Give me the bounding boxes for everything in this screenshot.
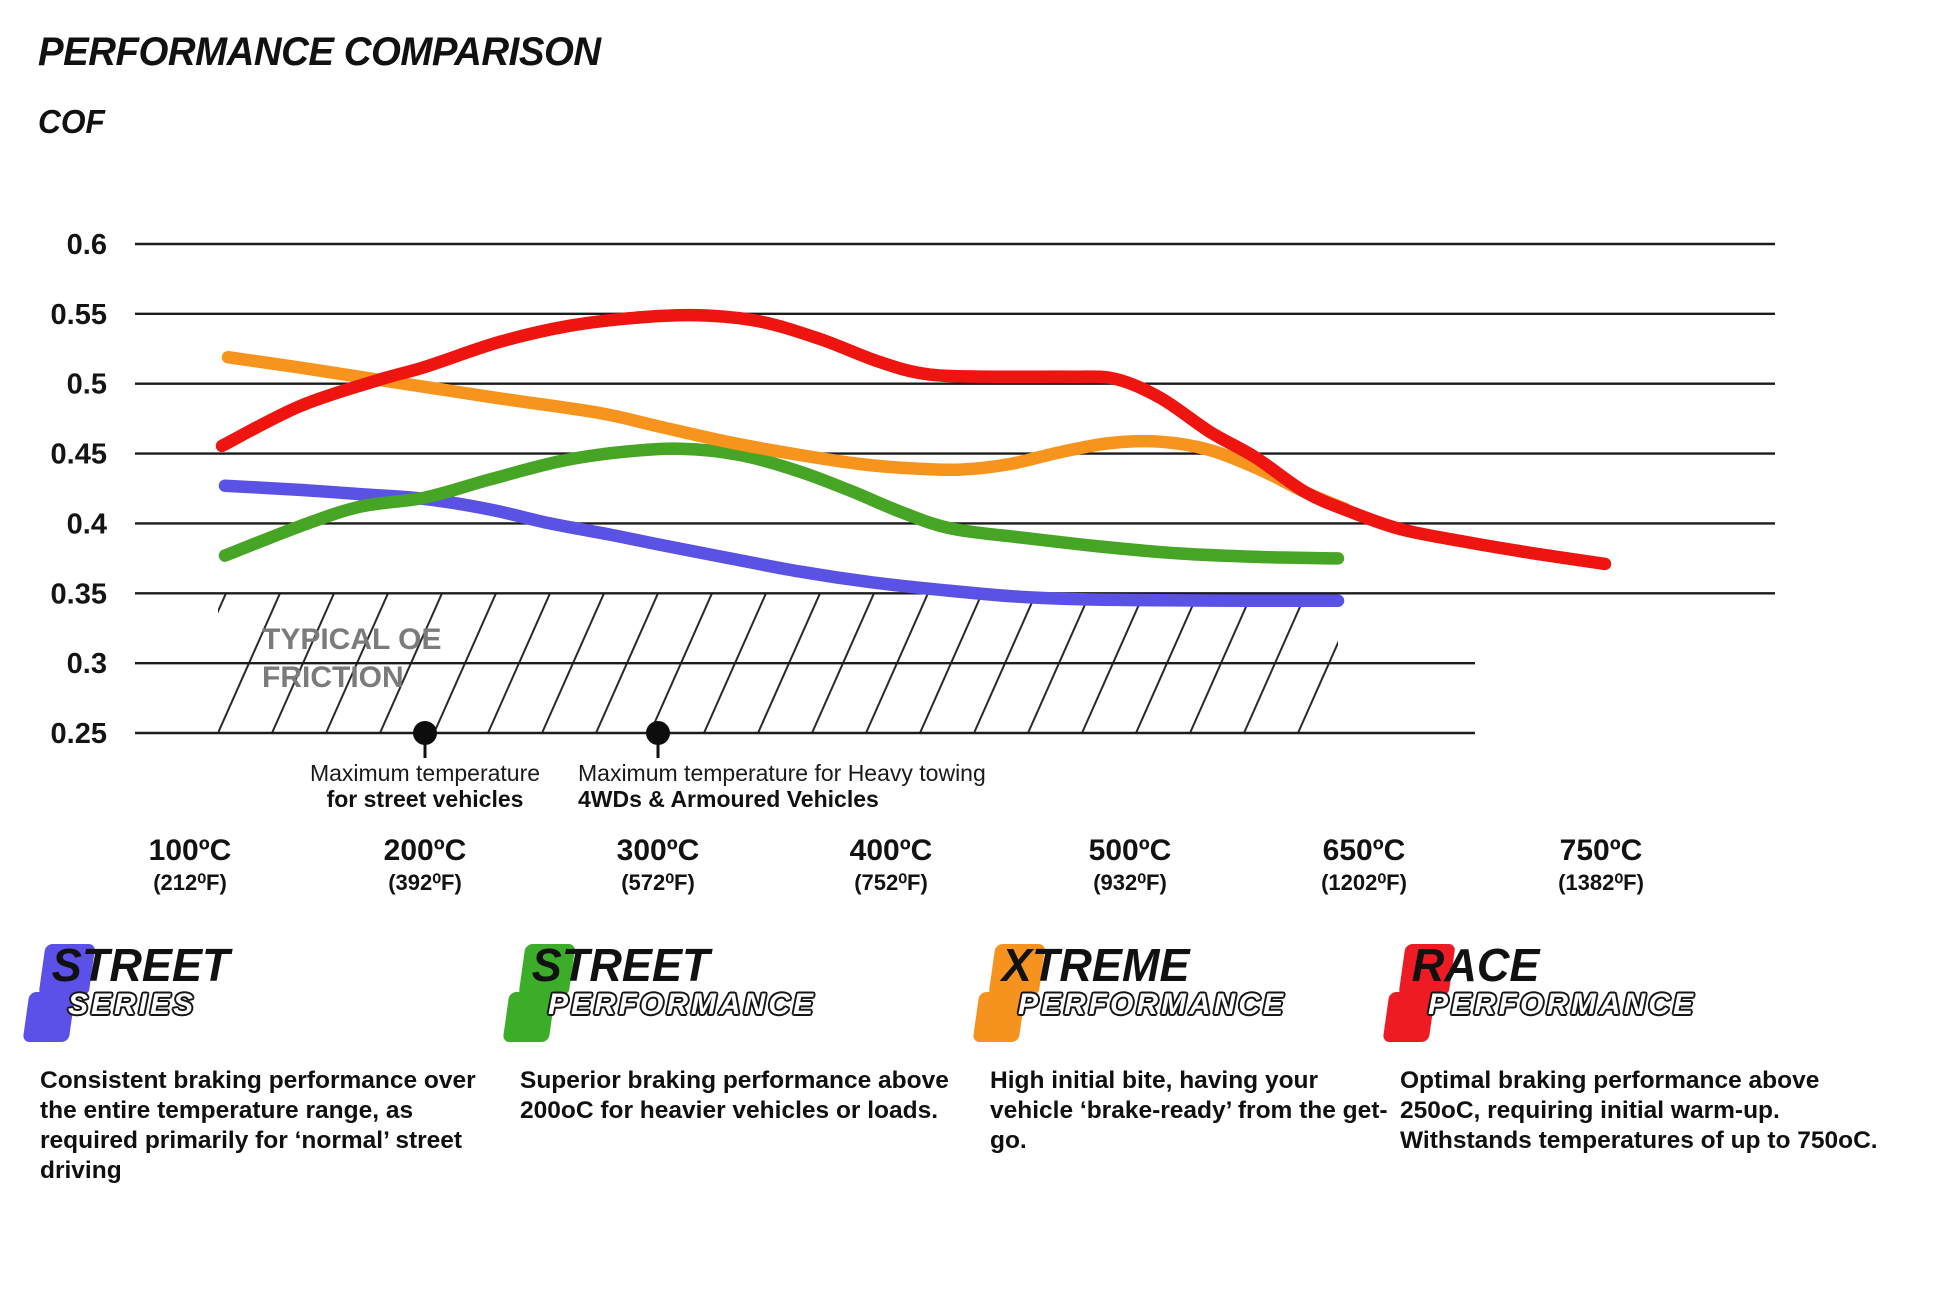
y-tick-label: 0.3	[67, 648, 107, 680]
street-performance-description: Superior braking performance above 200oC…	[520, 1067, 949, 1124]
x-tick-label: 300ºC	[617, 834, 700, 867]
max-temperature-dot	[646, 721, 670, 745]
legend-xtreme-performance: XTREME PERFORMANCE	[972, 939, 1287, 1052]
y-tick-label: 0.45	[51, 439, 107, 471]
x-tick-label: 500ºC	[1089, 834, 1172, 867]
legend-line1: XTREME	[1001, 939, 1190, 991]
x-tick-label: 200ºC	[384, 834, 467, 867]
race-performance-description: Optimal braking performance above 250oC,…	[1400, 1067, 1878, 1154]
x-tick-label: 400ºC	[850, 834, 933, 867]
legend-street-series: STREET SERIES	[22, 939, 233, 1052]
xtreme-performance-description: High initial bite, having your vehicle ‘…	[990, 1067, 1388, 1154]
marker-annotation-line2: for street vehicles	[327, 786, 524, 812]
series-line-street-performance	[218, 442, 1345, 565]
series-line-race-performance	[215, 308, 1612, 571]
oe-friction-zone-label: TYPICAL OE	[262, 623, 441, 656]
y-tick-label: 0.25	[51, 718, 107, 750]
legend-line2: PERFORMANCE	[1018, 988, 1287, 1021]
x-tick-sublabel: (932⁰F)	[1093, 870, 1167, 895]
marker-annotation-line2: 4WDs & Armoured Vehicles	[578, 786, 879, 812]
y-tick-label: 0.5	[67, 369, 107, 401]
legend-line1: STREET	[51, 939, 230, 991]
x-tick-label: 100ºC	[149, 834, 232, 867]
x-tick-label: 750ºC	[1560, 834, 1643, 867]
page-title: PERFORMANCE COMPARISON	[38, 30, 601, 74]
marker-annotation-line1: Maximum temperature for Heavy towing	[578, 760, 986, 786]
cof-axis-label: COF	[38, 103, 105, 140]
legend-line2: PERFORMANCE	[1428, 988, 1697, 1021]
marker-annotation-line1: Maximum temperature	[310, 760, 540, 786]
oe-friction-zone-label: FRICTION	[262, 661, 404, 694]
x-tick-sublabel: (752⁰F)	[854, 870, 928, 895]
x-tick-sublabel: (392⁰F)	[388, 870, 462, 895]
y-tick-label: 0.4	[67, 508, 107, 540]
y-tick-label: 0.55	[51, 299, 107, 331]
x-tick-sublabel: (572⁰F)	[621, 870, 695, 895]
x-tick-sublabel: (1202⁰F)	[1321, 870, 1407, 895]
x-tick-sublabel: (212⁰F)	[153, 870, 227, 895]
street-series-description: Consistent braking performance over the …	[40, 1067, 476, 1184]
cof-temperature-chart: 0.6 0.55 0.5 0.45 0.4 0.35 0.3 0.25 TYPICAL OE FR…	[51, 229, 1775, 895]
legend-street-performance: STREET PERFORMANCE	[502, 939, 817, 1052]
series-line-xtreme-performance	[221, 350, 1352, 516]
y-tick-label: 0.6	[67, 229, 107, 261]
x-tick-label: 650ºC	[1323, 834, 1406, 867]
y-tick-label: 0.35	[51, 578, 107, 610]
max-temperature-dot	[413, 721, 437, 745]
legend-line2: SERIES	[68, 988, 197, 1021]
legend-line1: RACE	[1411, 939, 1540, 991]
legend-race-performance: RACE PERFORMANCE	[1382, 939, 1697, 1052]
legend-line2: PERFORMANCE	[548, 988, 817, 1021]
legend-line1: STREET	[531, 939, 710, 991]
x-tick-sublabel: (1382⁰F)	[1558, 870, 1644, 895]
